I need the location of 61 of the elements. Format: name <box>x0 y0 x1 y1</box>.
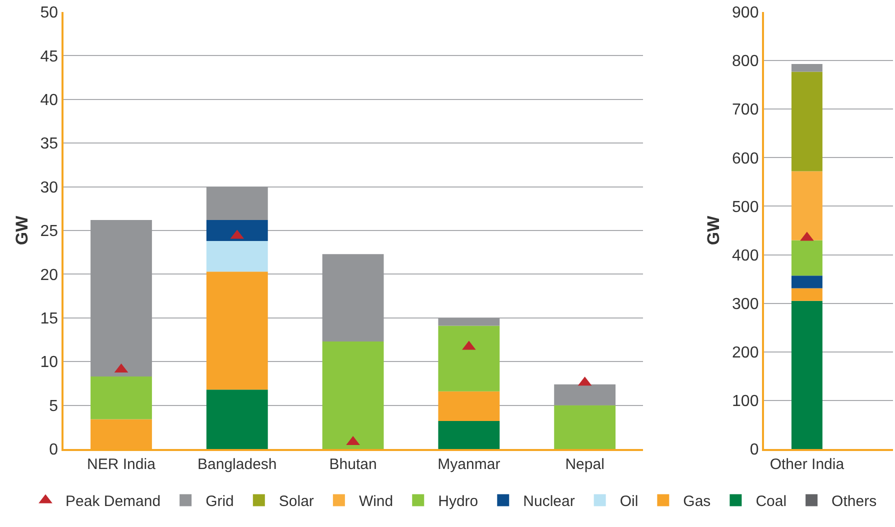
bar <box>206 220 268 241</box>
bar <box>791 64 822 72</box>
bar <box>791 171 822 240</box>
x-tick-label: Nepal <box>565 456 604 473</box>
bar <box>206 240 268 272</box>
bar <box>438 326 500 392</box>
y-tick-label: 600 <box>732 150 759 168</box>
bar <box>791 72 822 172</box>
bar <box>90 376 152 420</box>
y-tick-label: 800 <box>732 53 759 70</box>
y-tick-label: 35 <box>40 136 58 153</box>
legend-label: Oil <box>620 493 638 510</box>
y-tick-label: 700 <box>732 102 759 119</box>
bar <box>90 220 152 376</box>
y-tick-label: 400 <box>732 247 759 264</box>
legend-label: Nuclear <box>523 493 575 510</box>
legend-label: Hydro <box>438 493 478 510</box>
bar <box>791 288 822 301</box>
y-axis-title: GW <box>704 214 724 246</box>
legend-label: Solar <box>278 493 314 510</box>
y-tick-label: 40 <box>40 92 58 109</box>
x-tick-label: NER India <box>87 456 156 473</box>
bar <box>438 421 500 449</box>
legend-label: Others <box>832 493 877 510</box>
bar <box>322 342 384 449</box>
bar <box>791 276 822 288</box>
y-tick-label: 10 <box>40 354 58 372</box>
bar <box>206 272 268 390</box>
bar <box>206 390 268 449</box>
y-axis-title: GW <box>12 214 32 246</box>
y-tick-label: 900 <box>732 4 759 22</box>
y-tick-label: 200 <box>732 344 759 362</box>
legend-label: Peak Demand <box>66 493 161 510</box>
bar <box>791 300 822 449</box>
x-tick-label: Bhutan <box>329 456 377 473</box>
y-tick-label: 20 <box>40 266 58 284</box>
y-tick-label: 100 <box>732 393 759 410</box>
y-tick-label: 0 <box>49 442 58 459</box>
bar <box>791 240 822 276</box>
y-tick-label: 300 <box>732 296 759 313</box>
x-tick-label: Bangladesh <box>198 456 277 473</box>
y-tick-label: 45 <box>40 48 58 66</box>
legend-label: Grid <box>206 493 234 510</box>
bar <box>554 405 616 449</box>
bar <box>438 318 500 326</box>
y-tick-label: 50 <box>40 4 58 22</box>
y-tick-label: 25 <box>40 223 58 240</box>
bar <box>438 391 500 422</box>
legend-label: Gas <box>683 493 711 510</box>
y-tick-label: 500 <box>732 198 759 216</box>
x-tick-label: Myanmar <box>438 456 500 473</box>
bar <box>206 186 268 220</box>
y-tick-label: 15 <box>40 310 58 328</box>
bar <box>322 254 384 342</box>
y-tick-label: 30 <box>40 179 58 196</box>
y-tick-label: 5 <box>49 398 58 415</box>
x-tick-label: Other India <box>770 456 845 473</box>
bar <box>554 384 616 406</box>
legend-label: Coal <box>756 493 787 510</box>
legend-label: Wind <box>358 493 394 510</box>
y-tick-label: 0 <box>750 442 759 459</box>
